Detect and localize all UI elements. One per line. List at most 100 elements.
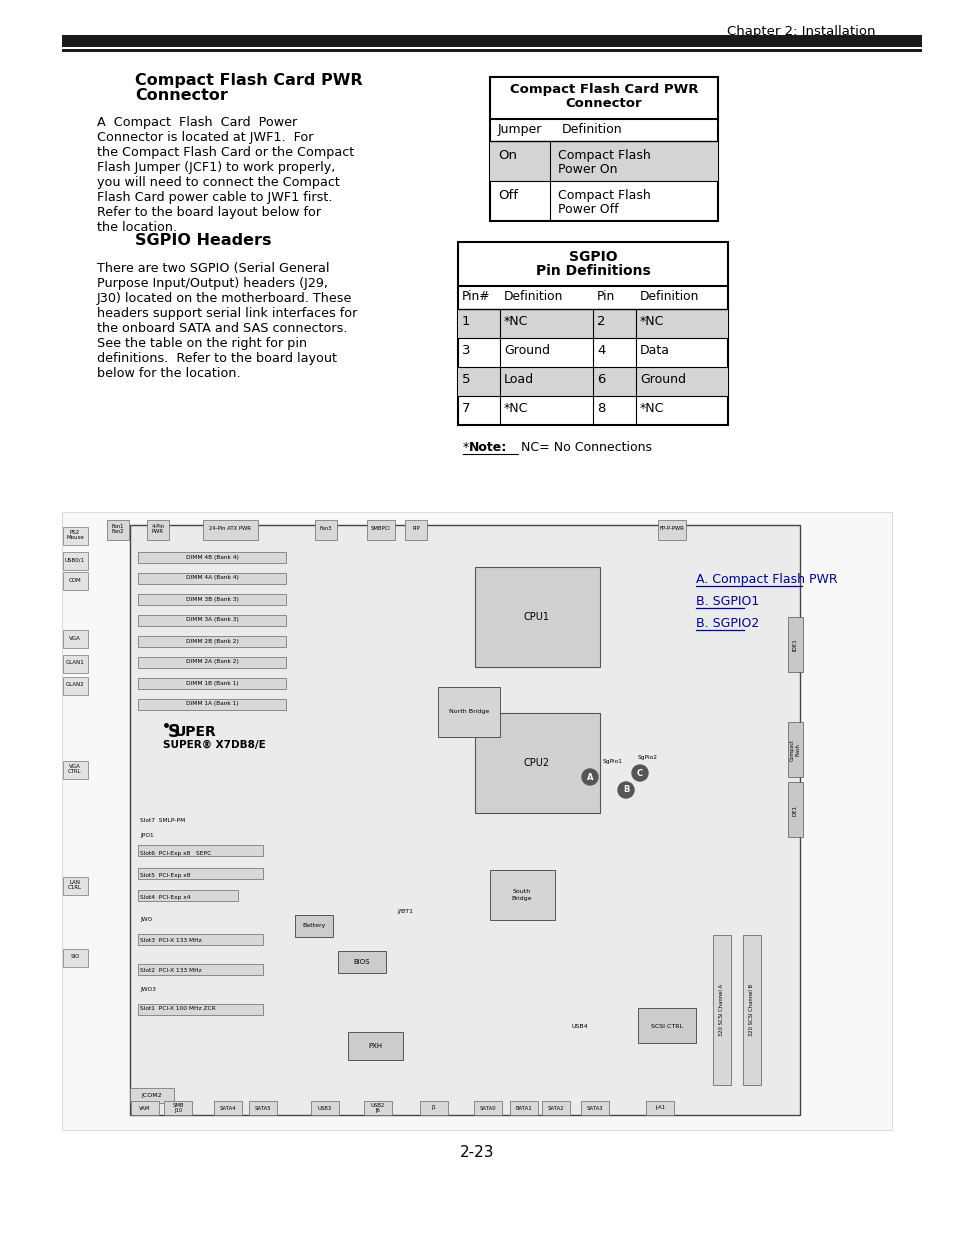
Text: SGPIO: SGPIO (568, 249, 617, 264)
Text: the location.: the location. (97, 221, 177, 233)
Text: Load: Load (503, 373, 534, 387)
Bar (63, 877, 88, 895)
Bar (63, 655, 88, 673)
Bar (314, 520, 336, 540)
Bar (62, 35, 921, 47)
Text: DE1: DE1 (792, 804, 797, 815)
Text: UPER: UPER (174, 725, 216, 739)
Circle shape (618, 782, 634, 798)
Bar (131, 1100, 159, 1115)
Text: A: A (586, 773, 593, 782)
Text: South
Bridge: South Bridge (511, 889, 532, 900)
Text: SgPio2: SgPio2 (638, 755, 658, 760)
Bar (138, 657, 286, 668)
Text: Jumper: Jumper (497, 124, 542, 136)
Text: VGA: VGA (69, 636, 81, 641)
Text: Slot1  PCI-X 100 MHz ZCR: Slot1 PCI-X 100 MHz ZCR (140, 1007, 215, 1011)
Bar (63, 761, 88, 779)
Bar (63, 948, 88, 967)
Bar (138, 1004, 263, 1015)
Bar (742, 935, 760, 1086)
Text: 2-23: 2-23 (459, 1145, 494, 1160)
Text: *NC: *NC (503, 315, 528, 329)
Text: A. Compact Flash PWR: A. Compact Flash PWR (696, 573, 837, 585)
Text: There are two SGPIO (Serial General: There are two SGPIO (Serial General (97, 262, 329, 275)
Text: Connector: Connector (135, 88, 228, 103)
Text: BATA1: BATA1 (515, 1105, 532, 1110)
Bar (580, 1100, 608, 1115)
Text: Refer to the board layout below for: Refer to the board layout below for (97, 206, 321, 219)
Bar (490, 77, 718, 221)
Bar (63, 677, 88, 695)
Text: Chapter 2: Installation: Chapter 2: Installation (727, 25, 875, 38)
Bar (475, 713, 599, 813)
Text: USB4: USB4 (571, 1025, 588, 1030)
Text: Ground: Ground (503, 345, 550, 357)
Bar (138, 594, 286, 605)
Text: DIMM 4B (Bank 4): DIMM 4B (Bank 4) (186, 555, 238, 559)
Text: JWO3: JWO3 (140, 988, 155, 993)
Bar (138, 845, 263, 856)
Bar (138, 573, 286, 584)
Text: B: B (622, 785, 629, 794)
Text: SUPER® X7DB8/E: SUPER® X7DB8/E (163, 740, 266, 750)
Text: Compact Flash Card PWR: Compact Flash Card PWR (509, 83, 698, 96)
Text: J1: J1 (431, 1105, 436, 1110)
Bar (475, 567, 599, 667)
Text: PS2
Mouse: PS2 Mouse (66, 530, 84, 541)
Text: Connector: Connector (565, 98, 641, 110)
Text: J30) located on the motherboard. These: J30) located on the motherboard. These (97, 291, 352, 305)
Text: 320 SCSI Channel B: 320 SCSI Channel B (749, 984, 754, 1036)
Text: Compact Flash: Compact Flash (558, 149, 650, 162)
Bar (138, 678, 286, 689)
Bar (63, 527, 88, 545)
Text: headers support serial link interfaces for: headers support serial link interfaces f… (97, 308, 357, 320)
Text: Slot7  SMLP-PM: Slot7 SMLP-PM (140, 818, 185, 823)
Bar (63, 630, 88, 648)
Text: Power On: Power On (558, 163, 617, 177)
Bar (490, 869, 555, 920)
Text: *NC: *NC (639, 315, 663, 329)
Text: 24-Pin ATX PWR: 24-Pin ATX PWR (209, 526, 251, 531)
Text: DIMM 4A (Bank 4): DIMM 4A (Bank 4) (186, 576, 238, 580)
Text: DIMM 1A (Bank 1): DIMM 1A (Bank 1) (186, 701, 238, 706)
Bar (203, 520, 257, 540)
Text: Slot5  PCI-Exp x8: Slot5 PCI-Exp x8 (140, 872, 191, 878)
Text: JPO1: JPO1 (140, 832, 153, 837)
Text: *NC: *NC (639, 403, 663, 415)
Text: SgPio1: SgPio1 (602, 760, 622, 764)
Text: Off: Off (497, 189, 517, 203)
Bar (130, 525, 800, 1115)
Text: SIO: SIO (71, 955, 80, 960)
Text: 6: 6 (597, 373, 605, 387)
Text: FP-P-PWR: FP-P-PWR (659, 526, 683, 531)
Text: Fan1
Fan2: Fan1 Fan2 (112, 524, 124, 535)
Bar (787, 722, 802, 777)
Bar (62, 49, 921, 52)
Text: PiP: PiP (412, 526, 419, 531)
Text: See the table on the right for pin: See the table on the right for pin (97, 337, 307, 350)
Text: *NC: *NC (503, 403, 528, 415)
Text: USB3: USB3 (317, 1105, 332, 1110)
Bar (787, 618, 802, 672)
Text: Definition: Definition (639, 290, 699, 303)
Text: VAM: VAM (139, 1105, 151, 1110)
Text: NC= No Connections: NC= No Connections (513, 441, 651, 454)
Bar (249, 1100, 276, 1115)
Bar (138, 552, 286, 563)
Bar (213, 1100, 242, 1115)
Text: Slot3  PCI-X 133 MHz: Slot3 PCI-X 133 MHz (140, 937, 201, 942)
Bar (294, 915, 333, 937)
Text: SCSI CTRL: SCSI CTRL (650, 1024, 682, 1029)
Text: Flash Jumper (JCF1) to work properly,: Flash Jumper (JCF1) to work properly, (97, 161, 335, 174)
Text: Pin#: Pin# (461, 290, 490, 303)
Bar (311, 1100, 338, 1115)
Text: SMB
J10: SMB J10 (172, 1103, 184, 1113)
Text: SATA4: SATA4 (219, 1105, 236, 1110)
Circle shape (581, 769, 598, 785)
Text: A  Compact  Flash  Card  Power: A Compact Flash Card Power (97, 116, 297, 128)
Text: Slot2  PCI-X 133 MHz: Slot2 PCI-X 133 MHz (140, 967, 201, 972)
Bar (138, 868, 263, 879)
Text: Power Off: Power Off (558, 203, 618, 216)
Text: SATA0: SATA0 (479, 1105, 496, 1110)
